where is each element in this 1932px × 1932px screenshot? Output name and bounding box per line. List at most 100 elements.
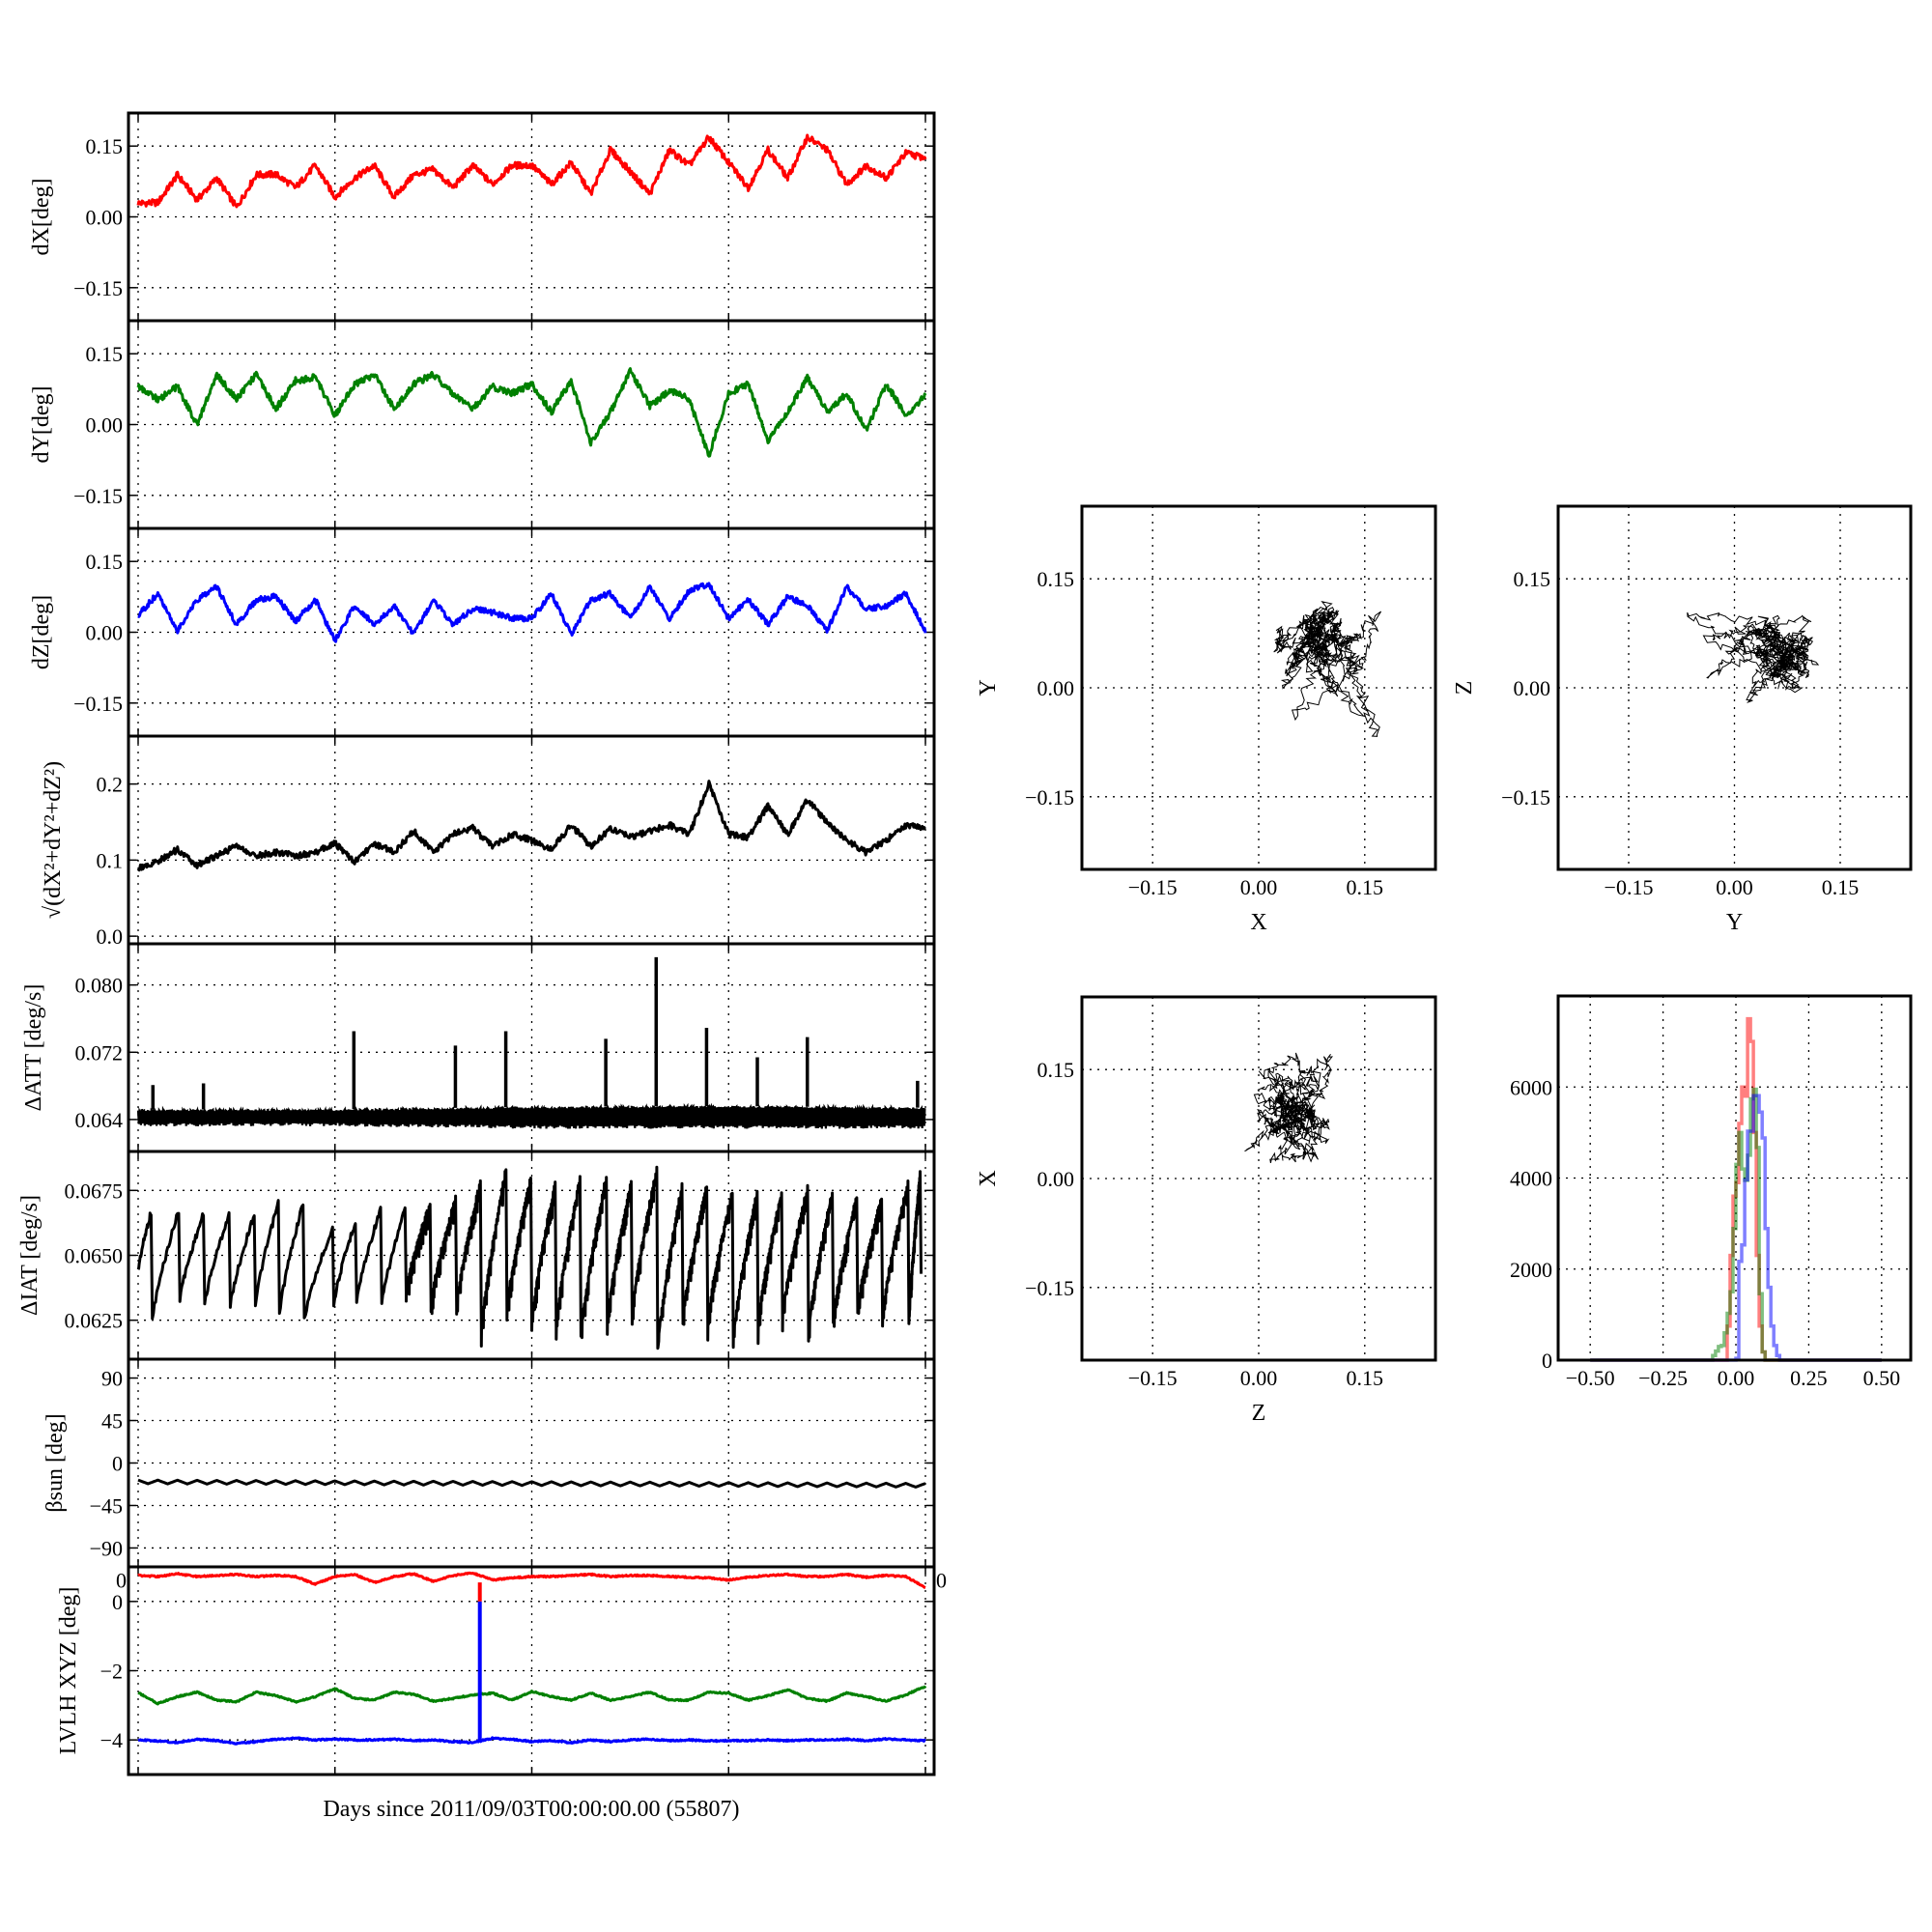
y-tick-label: 0.0 xyxy=(97,924,124,949)
panel-datt: 0.080 0.072 0.064 ΔATT [deg/s] xyxy=(21,942,936,1153)
y-tick-label: 0.00 xyxy=(1037,1167,1075,1191)
panel-norm: 0.2 0.1 0.0 √(dX²+dY²+dZ²) xyxy=(41,734,936,949)
y-tick-label: −0.15 xyxy=(1025,785,1074,810)
y-tick-label: 2000 xyxy=(1510,1258,1552,1282)
y-tick-label: 0.15 xyxy=(86,550,124,574)
y-tick-label: −0.15 xyxy=(73,484,123,508)
x-tick-label: 0.00 xyxy=(1240,1366,1278,1390)
x-axis-label: Y xyxy=(1726,910,1743,935)
x-tick-label: 0.15 xyxy=(1822,875,1860,899)
y-tick-label: 0.15 xyxy=(86,342,124,366)
x-tick-label: −0.25 xyxy=(1638,1366,1688,1390)
axes-frame-lvlh xyxy=(127,1565,936,1776)
trajectory-line xyxy=(1244,1052,1334,1164)
plots-layer: 0.150.00−0.15dX[deg]0.150.00−0.15dY[deg]… xyxy=(17,111,1913,1776)
y-tick-label: 0.00 xyxy=(1514,676,1551,700)
x-tick-label: 0.00 xyxy=(1240,875,1278,899)
y-tick-label: 0.0675 xyxy=(65,1179,124,1203)
histogram-panel: −0.50 −0.25 0.00 0.25 0.50 0 2000 4000 6000 xyxy=(1510,994,1913,1390)
trajectory-line xyxy=(1687,611,1820,703)
y-tick-label: 0.1 xyxy=(97,848,124,872)
y-tick-label: 0 xyxy=(1542,1349,1552,1373)
y-tick-label: 0.00 xyxy=(86,621,124,645)
series-line-beta-0 xyxy=(137,1478,926,1489)
x-tick-label: 0.15 xyxy=(1347,875,1384,899)
y-tick-label: 0.00 xyxy=(1037,676,1075,700)
x-tick-label: 0.25 xyxy=(1790,1366,1828,1390)
y-tick-label: 6000 xyxy=(1510,1075,1552,1099)
y-tick-label: −2 xyxy=(100,1660,123,1684)
y-tick-label: −0.15 xyxy=(73,276,123,300)
y-tick-label: 0.064 xyxy=(75,1108,124,1132)
data-dx xyxy=(136,133,927,209)
axes-frame-yz xyxy=(1556,504,1913,871)
x-tick-label: 0.15 xyxy=(1347,1366,1384,1390)
y-tick-label: −0.15 xyxy=(1501,785,1550,810)
x-axis-label: X xyxy=(1250,910,1266,935)
x-tick-label: −0.15 xyxy=(1605,875,1654,899)
scatter-panel-yz: −0.15 −0.15 0.00 0.00 0.15 0.15 Y Z xyxy=(1452,504,1913,935)
axes-frame-xy xyxy=(1080,504,1437,871)
data-norm xyxy=(136,780,926,872)
x-tick-label: −0.15 xyxy=(1128,1366,1178,1390)
y-axis-label: X xyxy=(976,1170,1001,1186)
series-line-dz-0 xyxy=(137,582,927,643)
panel-beta: 90 45 0 −45 −90 βsun [deg] xyxy=(43,1357,936,1569)
y-tick-label: 45 xyxy=(101,1409,123,1434)
scatter-panel-zx: −0.15 −0.15 0.00 0.00 0.15 0.15 Z X xyxy=(976,995,1437,1426)
y-tick-label: 4000 xyxy=(1510,1167,1552,1191)
y-tick-label: 0.00 xyxy=(86,206,124,230)
y-tick-label: −4 xyxy=(100,1728,123,1752)
x-tick-label: −0.15 xyxy=(1128,875,1178,899)
data-dy xyxy=(136,367,927,458)
y-tick-label: 0.072 xyxy=(75,1040,124,1065)
y-tick-label: 0 xyxy=(112,1452,123,1476)
panel-dx: 0.15 0.00 −0.15 dX[deg] xyxy=(29,111,936,323)
y-tick-label: −0.15 xyxy=(73,692,123,716)
y-tick-label: 0 xyxy=(112,1590,123,1614)
panel-dy: 0.15 0.00 −0.15 dY[deg] xyxy=(29,319,936,530)
scatter-panel-xy: −0.15 −0.15 0.00 0.00 0.15 0.15 X Y xyxy=(976,504,1437,935)
y-axis-label: βsun [deg] xyxy=(43,1413,68,1512)
y-axis-label: ΔATT [deg/s] xyxy=(21,984,46,1112)
y-axis-label: LVLH XYZ [deg] xyxy=(56,1587,81,1755)
y-tick-label: 0.2 xyxy=(97,773,124,797)
x-tick-label: 0.50 xyxy=(1863,1366,1901,1390)
extra-tick-label: 0 xyxy=(116,1569,127,1593)
data-beta xyxy=(137,1478,926,1489)
y-tick-label: −0.15 xyxy=(1025,1276,1074,1300)
y-axis-label: dX[deg] xyxy=(29,179,54,256)
x-axis-label: Z xyxy=(1252,1401,1266,1426)
y-axis-label: dZ[deg] xyxy=(29,595,54,669)
y-axis-label: Y xyxy=(976,679,1001,696)
y-tick-label: 0.15 xyxy=(1514,567,1551,591)
extra-tick-label: 0 xyxy=(936,1569,947,1593)
series-line-dy-0 xyxy=(136,367,927,458)
y-tick-label: 0.15 xyxy=(1037,567,1075,591)
series-line-lvlh-2 xyxy=(137,1736,926,1746)
y-tick-label: −45 xyxy=(90,1493,123,1518)
series-line-lvlh-1 xyxy=(137,1685,927,1706)
series-line-dx-0 xyxy=(136,133,927,209)
data-datt xyxy=(136,956,926,1129)
y-tick-label: −90 xyxy=(90,1536,123,1560)
data-dz xyxy=(137,582,927,643)
y-axis-label: ΔIAT [deg/s] xyxy=(17,1195,43,1316)
y-axis-label: dY[deg] xyxy=(29,386,54,464)
y-tick-label: 0.00 xyxy=(86,413,124,438)
panel-dz: 0.15 0.00 −0.15 dZ[deg] xyxy=(29,526,936,738)
y-axis-label: Z xyxy=(1452,681,1477,696)
series-line-norm-0 xyxy=(136,780,926,872)
axes-frame-hist xyxy=(1556,994,1913,1362)
trajectory-line xyxy=(1273,601,1382,737)
y-tick-label: 0.15 xyxy=(86,134,124,158)
sawtooth-line xyxy=(136,1165,923,1350)
y-tick-label: 0.080 xyxy=(75,974,124,998)
y-tick-label: 0.0625 xyxy=(65,1309,124,1333)
y-tick-label: 0.15 xyxy=(1037,1058,1075,1082)
axes-frame-zx xyxy=(1080,995,1437,1362)
x-tick-label: 0.00 xyxy=(1716,875,1753,899)
